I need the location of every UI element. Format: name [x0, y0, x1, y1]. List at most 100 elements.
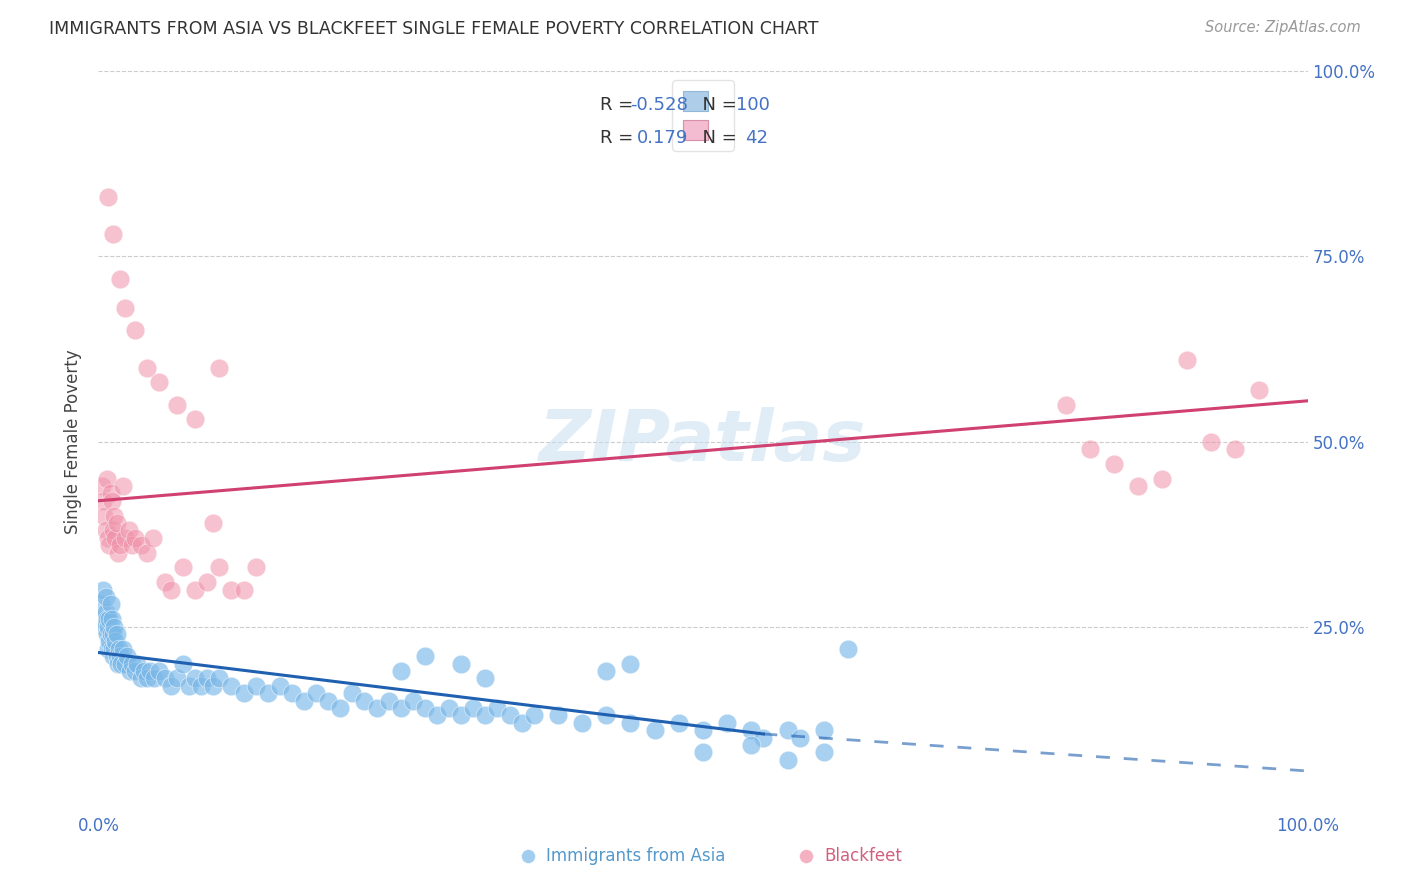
- Point: [101, 627, 124, 641]
- Point: [474, 708, 496, 723]
- Point: [101, 524, 124, 538]
- Y-axis label: Single Female Poverty: Single Female Poverty: [65, 350, 83, 533]
- Point: [108, 271, 131, 285]
- Point: [195, 672, 218, 686]
- Text: ZIPatlas: ZIPatlas: [540, 407, 866, 476]
- Point: [134, 664, 156, 678]
- Point: [93, 619, 115, 633]
- Point: [101, 227, 124, 242]
- Point: [195, 575, 218, 590]
- Point: [184, 412, 207, 426]
- Point: [184, 672, 207, 686]
- Point: [474, 672, 496, 686]
- Point: [1175, 353, 1198, 368]
- Point: [776, 723, 799, 738]
- Point: [124, 531, 146, 545]
- Point: [118, 524, 141, 538]
- Point: [127, 657, 149, 671]
- Point: [100, 493, 122, 508]
- Point: [498, 708, 520, 723]
- Text: IMMIGRANTS FROM ASIA VS BLACKFEET SINGLE FEMALE POVERTY CORRELATION CHART: IMMIGRANTS FROM ASIA VS BLACKFEET SINGLE…: [49, 20, 818, 37]
- Point: [1078, 442, 1101, 456]
- Point: [789, 731, 811, 745]
- Point: [124, 664, 146, 678]
- Point: [644, 723, 666, 738]
- Point: [413, 649, 436, 664]
- Point: [96, 627, 118, 641]
- Point: [148, 664, 170, 678]
- Point: [160, 582, 183, 597]
- Point: [135, 672, 157, 686]
- Point: [437, 701, 460, 715]
- Point: [100, 627, 122, 641]
- Point: [91, 582, 114, 597]
- Point: [1128, 479, 1150, 493]
- Point: [107, 546, 129, 560]
- Point: [100, 486, 122, 500]
- Point: [269, 679, 291, 693]
- Text: R =: R =: [600, 129, 645, 147]
- Point: [91, 493, 114, 508]
- Point: [105, 627, 128, 641]
- Point: [166, 398, 188, 412]
- Point: [103, 641, 125, 656]
- Point: [450, 708, 472, 723]
- Point: [256, 686, 278, 700]
- Point: [97, 641, 120, 656]
- Point: [1249, 383, 1271, 397]
- Text: N =: N =: [690, 95, 742, 113]
- Point: [202, 516, 225, 530]
- Point: [389, 701, 412, 715]
- Point: [668, 715, 690, 730]
- Point: [166, 672, 188, 686]
- Point: [813, 746, 835, 760]
- Point: [97, 619, 120, 633]
- Point: [486, 701, 509, 715]
- Point: [135, 546, 157, 560]
- Point: [450, 657, 472, 671]
- Text: 42: 42: [745, 129, 768, 147]
- Point: [121, 538, 143, 552]
- Point: [100, 612, 122, 626]
- Text: 100: 100: [735, 95, 769, 113]
- Point: [129, 672, 152, 686]
- Point: [1223, 442, 1246, 456]
- Point: [96, 612, 118, 626]
- Point: [389, 664, 412, 678]
- Point: [619, 657, 641, 671]
- Point: [172, 657, 194, 671]
- Point: [837, 641, 859, 656]
- Point: [190, 679, 212, 693]
- Point: [98, 612, 121, 626]
- Point: [91, 479, 114, 493]
- Point: [107, 657, 129, 671]
- Point: [208, 360, 231, 375]
- Point: [752, 731, 775, 745]
- Point: [94, 590, 117, 604]
- Point: [101, 649, 124, 664]
- Point: [114, 657, 136, 671]
- Point: [221, 679, 243, 693]
- Point: [692, 723, 714, 738]
- Point: [366, 701, 388, 715]
- Point: [97, 531, 120, 545]
- Point: [96, 471, 118, 485]
- Point: [463, 701, 485, 715]
- Point: [111, 641, 134, 656]
- Point: [245, 679, 267, 693]
- Text: Blackfeet: Blackfeet: [824, 847, 901, 865]
- Point: [1199, 434, 1222, 449]
- Point: [281, 686, 304, 700]
- Point: [143, 672, 166, 686]
- Point: [139, 664, 162, 678]
- Point: [740, 723, 762, 738]
- Point: [94, 524, 117, 538]
- Point: [547, 708, 569, 723]
- Point: [813, 723, 835, 738]
- Point: [776, 753, 799, 767]
- Point: [90, 598, 112, 612]
- Point: [342, 686, 364, 700]
- Point: [740, 738, 762, 752]
- Point: [426, 708, 449, 723]
- Point: [184, 582, 207, 597]
